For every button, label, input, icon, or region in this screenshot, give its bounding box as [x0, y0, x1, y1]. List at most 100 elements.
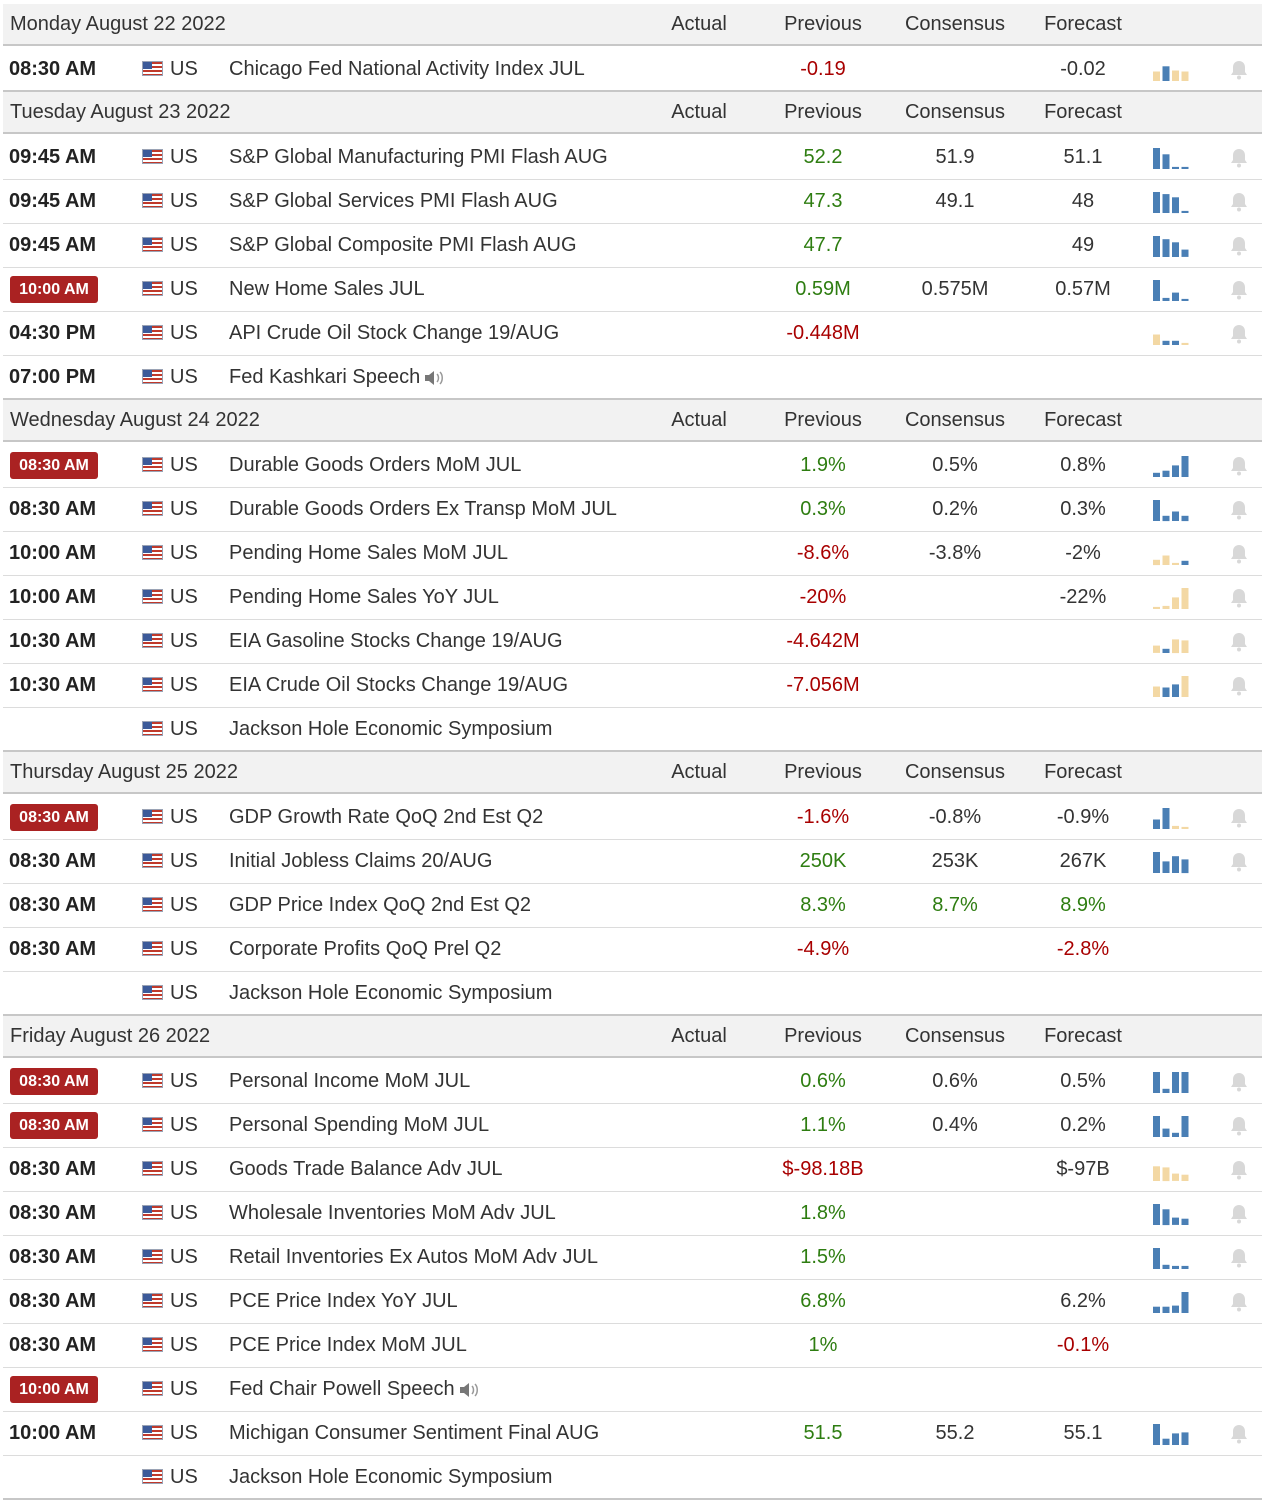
event-name[interactable]: Jackson Hole Economic Symposium	[229, 708, 552, 751]
event-row[interactable]: 08:30 AM US Personal Spending MoM JUL 1.1% 0…	[3, 1104, 1262, 1148]
event-row[interactable]: 10:00 AM US Fed Chair Powell Speech	[3, 1368, 1262, 1412]
bell-icon[interactable]	[1229, 455, 1249, 477]
event-name-text[interactable]: Corporate Profits QoQ Prel Q2	[229, 938, 502, 960]
sparkline-chart[interactable]	[1153, 840, 1193, 883]
bell-icon[interactable]	[1229, 1423, 1249, 1445]
event-name-text[interactable]: S&P Global Services PMI Flash AUG	[229, 190, 558, 212]
event-name-text[interactable]: Jackson Hole Economic Symposium	[229, 982, 553, 1004]
sparkline-chart[interactable]	[1153, 1060, 1193, 1103]
event-name-text[interactable]: Durable Goods Orders Ex Transp MoM JUL	[229, 498, 617, 520]
event-name-text[interactable]: EIA Crude Oil Stocks Change 19/AUG	[229, 674, 569, 696]
event-row[interactable]: 08:30 AM US PCE Price Index YoY JUL 6.8% 6.2…	[3, 1280, 1262, 1324]
event-name-text[interactable]: Personal Income MoM JUL	[229, 1070, 471, 1092]
event-name-text[interactable]: Pending Home Sales YoY JUL	[229, 586, 499, 608]
bell-icon[interactable]	[1229, 59, 1249, 81]
bell-icon[interactable]	[1229, 323, 1249, 345]
event-name-text[interactable]: Wholesale Inventories MoM Adv JUL	[229, 1202, 556, 1224]
event-name[interactable]: Initial Jobless Claims 20/AUG	[229, 840, 492, 883]
event-name-text[interactable]: S&P Global Manufacturing PMI Flash AUG	[229, 146, 608, 168]
event-name-text[interactable]: Jackson Hole Economic Symposium	[229, 1466, 553, 1488]
event-name-text[interactable]: S&P Global Composite PMI Flash AUG	[229, 234, 577, 256]
event-row[interactable]: 08:30 AM US Retail Inventories Ex Autos Mo…	[3, 1236, 1262, 1280]
event-row[interactable]: 10:00 AM US Pending Home Sales MoM JUL -8.6…	[3, 532, 1262, 576]
bell-icon[interactable]	[1229, 235, 1249, 257]
event-name-text[interactable]: GDP Growth Rate QoQ 2nd Est Q2	[229, 806, 544, 828]
bell-icon[interactable]	[1229, 1291, 1249, 1313]
sparkline-chart[interactable]	[1153, 48, 1193, 91]
sparkline-chart[interactable]	[1153, 532, 1193, 575]
event-row[interactable]: 08:30 AM US Durable Goods Orders Ex Transp…	[3, 488, 1262, 532]
sparkline-chart[interactable]	[1153, 1412, 1193, 1455]
event-row[interactable]: 08:30 AM US Wholesale Inventories MoM Adv …	[3, 1192, 1262, 1236]
event-row[interactable]: 10:00 AM US Michigan Consumer Sentiment Fi…	[3, 1412, 1262, 1456]
event-row[interactable]: 08:30 AM US Corporate Profits QoQ Prel Q2 -…	[3, 928, 1262, 972]
event-name[interactable]: Wholesale Inventories MoM Adv JUL	[229, 1192, 556, 1235]
event-row[interactable]: 08:30 AM US PCE Price Index MoM JUL 1% -0.1%	[3, 1324, 1262, 1368]
event-name-text[interactable]: Fed Chair Powell Speech	[229, 1378, 455, 1400]
bell-icon[interactable]	[1229, 675, 1249, 697]
sparkline-chart[interactable]	[1153, 576, 1193, 619]
sparkline-chart[interactable]	[1153, 1236, 1193, 1279]
event-name[interactable]: Jackson Hole Economic Symposium	[229, 972, 552, 1015]
event-row[interactable]: 08:30 AM US GDP Growth Rate QoQ 2nd Est Q2…	[3, 796, 1262, 840]
event-name[interactable]: GDP Growth Rate QoQ 2nd Est Q2	[229, 796, 543, 839]
event-name[interactable]: Chicago Fed National Activity Index JUL	[229, 48, 585, 91]
event-row[interactable]: 04:30 PM US API Crude Oil Stock Change 19/…	[3, 312, 1262, 356]
bell-icon[interactable]	[1229, 279, 1249, 301]
sparkline-chart[interactable]	[1153, 664, 1193, 707]
bell-icon[interactable]	[1229, 1247, 1249, 1269]
sparkline-chart[interactable]	[1153, 268, 1193, 311]
sparkline-chart[interactable]	[1153, 224, 1193, 267]
event-name-text[interactable]: Chicago Fed National Activity Index JUL	[229, 58, 585, 80]
event-name[interactable]: GDP Price Index QoQ 2nd Est Q2	[229, 884, 531, 927]
event-name-text[interactable]: PCE Price Index MoM JUL	[229, 1334, 467, 1356]
bell-icon[interactable]	[1229, 1159, 1249, 1181]
event-name[interactable]: API Crude Oil Stock Change 19/AUG	[229, 312, 559, 355]
event-name-text[interactable]: PCE Price Index YoY JUL	[229, 1290, 458, 1312]
event-name-text[interactable]: Retail Inventories Ex Autos MoM Adv JUL	[229, 1246, 599, 1268]
event-row[interactable]: 09:45 AM US S&P Global Manufacturing PMI F…	[3, 136, 1262, 180]
event-row[interactable]: 08:30 AM US Goods Trade Balance Adv JUL $-9…	[3, 1148, 1262, 1192]
event-name-text[interactable]: Michigan Consumer Sentiment Final AUG	[229, 1422, 600, 1444]
bell-icon[interactable]	[1229, 1203, 1249, 1225]
event-row[interactable]: 08:30 AM US Chicago Fed National Activity …	[3, 48, 1262, 92]
event-name-text[interactable]: Initial Jobless Claims 20/AUG	[229, 850, 493, 872]
event-name[interactable]: Pending Home Sales YoY JUL	[229, 576, 499, 619]
event-row[interactable]: 09:45 AM US S&P Global Composite PMI Flash…	[3, 224, 1262, 268]
event-row[interactable]: 08:30 AM US Personal Income MoM JUL 0.6% 0.6…	[3, 1060, 1262, 1104]
sparkline-chart[interactable]	[1153, 1280, 1193, 1323]
sparkline-chart[interactable]	[1153, 1104, 1193, 1147]
bell-icon[interactable]	[1229, 147, 1249, 169]
event-row[interactable]: 08:30 AM US Initial Jobless Claims 20/AUG 2…	[3, 840, 1262, 884]
event-name[interactable]: Goods Trade Balance Adv JUL	[229, 1148, 503, 1191]
event-row[interactable]: 08:30 AM US Durable Goods Orders MoM JUL 1.…	[3, 444, 1262, 488]
event-name[interactable]: S&P Global Manufacturing PMI Flash AUG	[229, 136, 608, 179]
bell-icon[interactable]	[1229, 191, 1249, 213]
sparkline-chart[interactable]	[1153, 1148, 1193, 1191]
event-name[interactable]: Fed Chair Powell Speech	[229, 1368, 481, 1411]
bell-icon[interactable]	[1229, 499, 1249, 521]
event-name[interactable]: Michigan Consumer Sentiment Final AUG	[229, 1412, 599, 1455]
bell-icon[interactable]	[1229, 631, 1249, 653]
event-name-text[interactable]: Pending Home Sales MoM JUL	[229, 542, 509, 564]
event-name[interactable]: EIA Gasoline Stocks Change 19/AUG	[229, 620, 563, 663]
event-row[interactable]: 09:45 AM US S&P Global Services PMI Flash …	[3, 180, 1262, 224]
bell-icon[interactable]	[1229, 1071, 1249, 1093]
event-name-text[interactable]: Jackson Hole Economic Symposium	[229, 718, 553, 740]
event-name[interactable]: Personal Spending MoM JUL	[229, 1104, 489, 1147]
event-name-text[interactable]: Fed Kashkari Speech	[229, 366, 421, 388]
event-name[interactable]: Durable Goods Orders Ex Transp MoM JUL	[229, 488, 617, 531]
event-name[interactable]: Fed Kashkari Speech	[229, 356, 446, 399]
sparkline-chart[interactable]	[1153, 620, 1193, 663]
event-name[interactable]: Jackson Hole Economic Symposium	[229, 1456, 552, 1499]
event-row[interactable]: 10:30 AM US EIA Gasoline Stocks Change 19/…	[3, 620, 1262, 664]
event-name[interactable]: EIA Crude Oil Stocks Change 19/AUG	[229, 664, 568, 707]
event-name[interactable]: New Home Sales JUL	[229, 268, 425, 311]
event-row[interactable]: US Jackson Hole Economic Symposium	[3, 972, 1262, 1016]
bell-icon[interactable]	[1229, 851, 1249, 873]
event-row[interactable]: US Jackson Hole Economic Symposium	[3, 708, 1262, 752]
sparkline-chart[interactable]	[1153, 1192, 1193, 1235]
bell-icon[interactable]	[1229, 587, 1249, 609]
event-name[interactable]: Corporate Profits QoQ Prel Q2	[229, 928, 501, 971]
sparkline-chart[interactable]	[1153, 444, 1193, 487]
